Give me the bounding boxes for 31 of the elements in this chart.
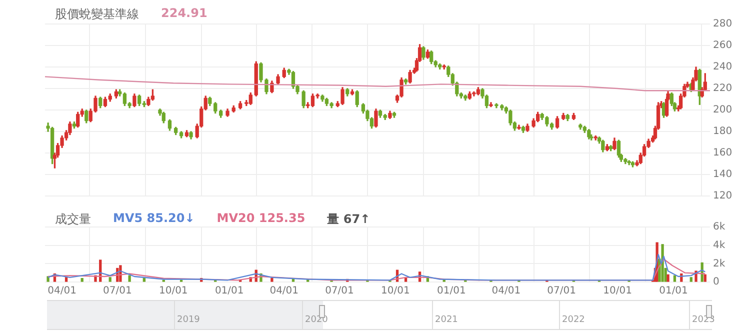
y-tick-label: 240 [713,62,732,73]
x-tick-label: 07/01 [102,286,132,297]
y-tick-label: 6k [713,222,726,233]
text: 股價蛻變基準線 [55,6,139,23]
text: 量 67↑ [327,211,370,228]
text: 224.91 [161,6,208,22]
x-tick-label: 01/01 [659,286,688,297]
x-tick-label: 10/01 [381,286,410,297]
x-tick-label: 10/01 [603,286,632,297]
y-tick-label: 180 [713,126,732,138]
x-tick-label: 01/01 [214,286,244,297]
text: MV5 85.20↓ [113,211,195,227]
x-tick-label: 10/01 [158,286,188,297]
text: MV20 125.35 [216,211,306,227]
y-tick-label: 120 [713,190,732,202]
y-tick-label: 0 [713,276,720,288]
x-tick-label: 01/01 [437,286,466,297]
y-tick-label: 220 [713,83,732,94]
y-tick-label: 160 [713,148,732,159]
x-tick-label: 04/01 [492,286,521,297]
y-tick-label: 200 [713,104,732,116]
y-tick-label: 2k [713,258,726,270]
x-tick-label: 04/01 [270,286,299,297]
x-tick-label: 07/01 [547,286,576,297]
x-tick-label: 04/01 [48,286,76,297]
y-tick-label: 4k [713,240,726,251]
y-tick-label: 260 [713,40,732,52]
y-tick-label: 280 [713,18,732,30]
y-tick-label: 140 [713,169,732,180]
chart-title: 成交量 [55,211,91,228]
x-tick-label: 07/01 [325,286,354,297]
